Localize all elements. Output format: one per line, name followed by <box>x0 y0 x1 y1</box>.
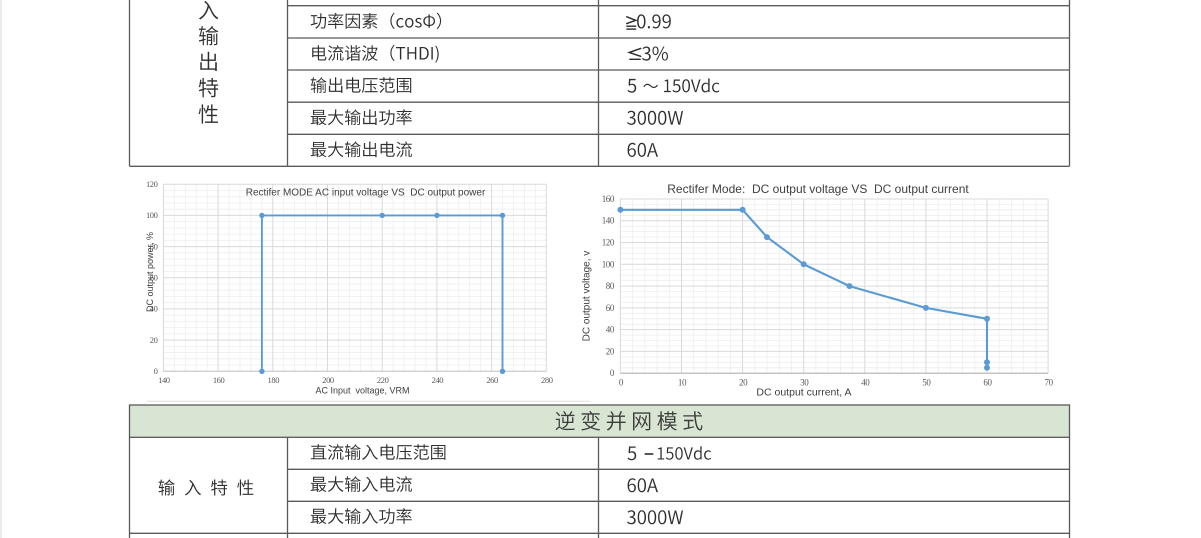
svg-text:60: 60 <box>983 378 992 388</box>
svg-text:140: 140 <box>158 375 170 385</box>
svg-text:220: 220 <box>377 375 389 385</box>
svg-text:160: 160 <box>602 194 615 204</box>
svg-text:20: 20 <box>150 335 158 345</box>
svg-text:60: 60 <box>150 273 158 283</box>
svg-text:50: 50 <box>922 378 931 388</box>
svg-text:10: 10 <box>678 378 687 388</box>
svg-text:0: 0 <box>154 366 158 376</box>
svg-text:200: 200 <box>322 375 334 385</box>
svg-text:40: 40 <box>150 304 158 314</box>
svg-text:AC Input voltage, VRM: AC Input voltage, VRM <box>315 386 409 396</box>
svg-text:80: 80 <box>606 281 615 291</box>
svg-text:80: 80 <box>150 241 158 251</box>
svg-text:20: 20 <box>606 346 615 356</box>
svg-text:DC output power, %: DC output power, % <box>145 232 155 312</box>
svg-text:280: 280 <box>541 375 553 385</box>
svg-text:100: 100 <box>146 210 158 220</box>
svg-text:160: 160 <box>213 375 225 385</box>
svg-text:70: 70 <box>1044 378 1053 388</box>
svg-text:260: 260 <box>486 375 498 385</box>
svg-text:0: 0 <box>619 378 624 388</box>
svg-text:20: 20 <box>739 378 748 388</box>
svg-text:Rectifer Mode: DC output volt: Rectifer Mode: DC output voltage VS DC o… <box>667 182 969 196</box>
svg-text:0: 0 <box>610 368 615 378</box>
svg-text:120: 120 <box>146 179 158 189</box>
svg-text:240: 240 <box>432 375 444 385</box>
svg-text:140: 140 <box>602 216 615 226</box>
svg-text:40: 40 <box>861 378 870 388</box>
svg-text:Rectifer MODE AC input voltage: Rectifer MODE AC input voltage VS DC out… <box>246 188 486 199</box>
svg-text:DC output current, A: DC output current, A <box>756 386 851 398</box>
svg-text:30: 30 <box>800 378 809 388</box>
svg-text:120: 120 <box>602 238 615 248</box>
svg-text:60: 60 <box>606 303 615 313</box>
svg-text:180: 180 <box>268 375 280 385</box>
svg-text:100: 100 <box>602 259 615 269</box>
svg-text:40: 40 <box>606 325 615 335</box>
svg-text:DC output voltage, v: DC output voltage, v <box>582 251 593 342</box>
